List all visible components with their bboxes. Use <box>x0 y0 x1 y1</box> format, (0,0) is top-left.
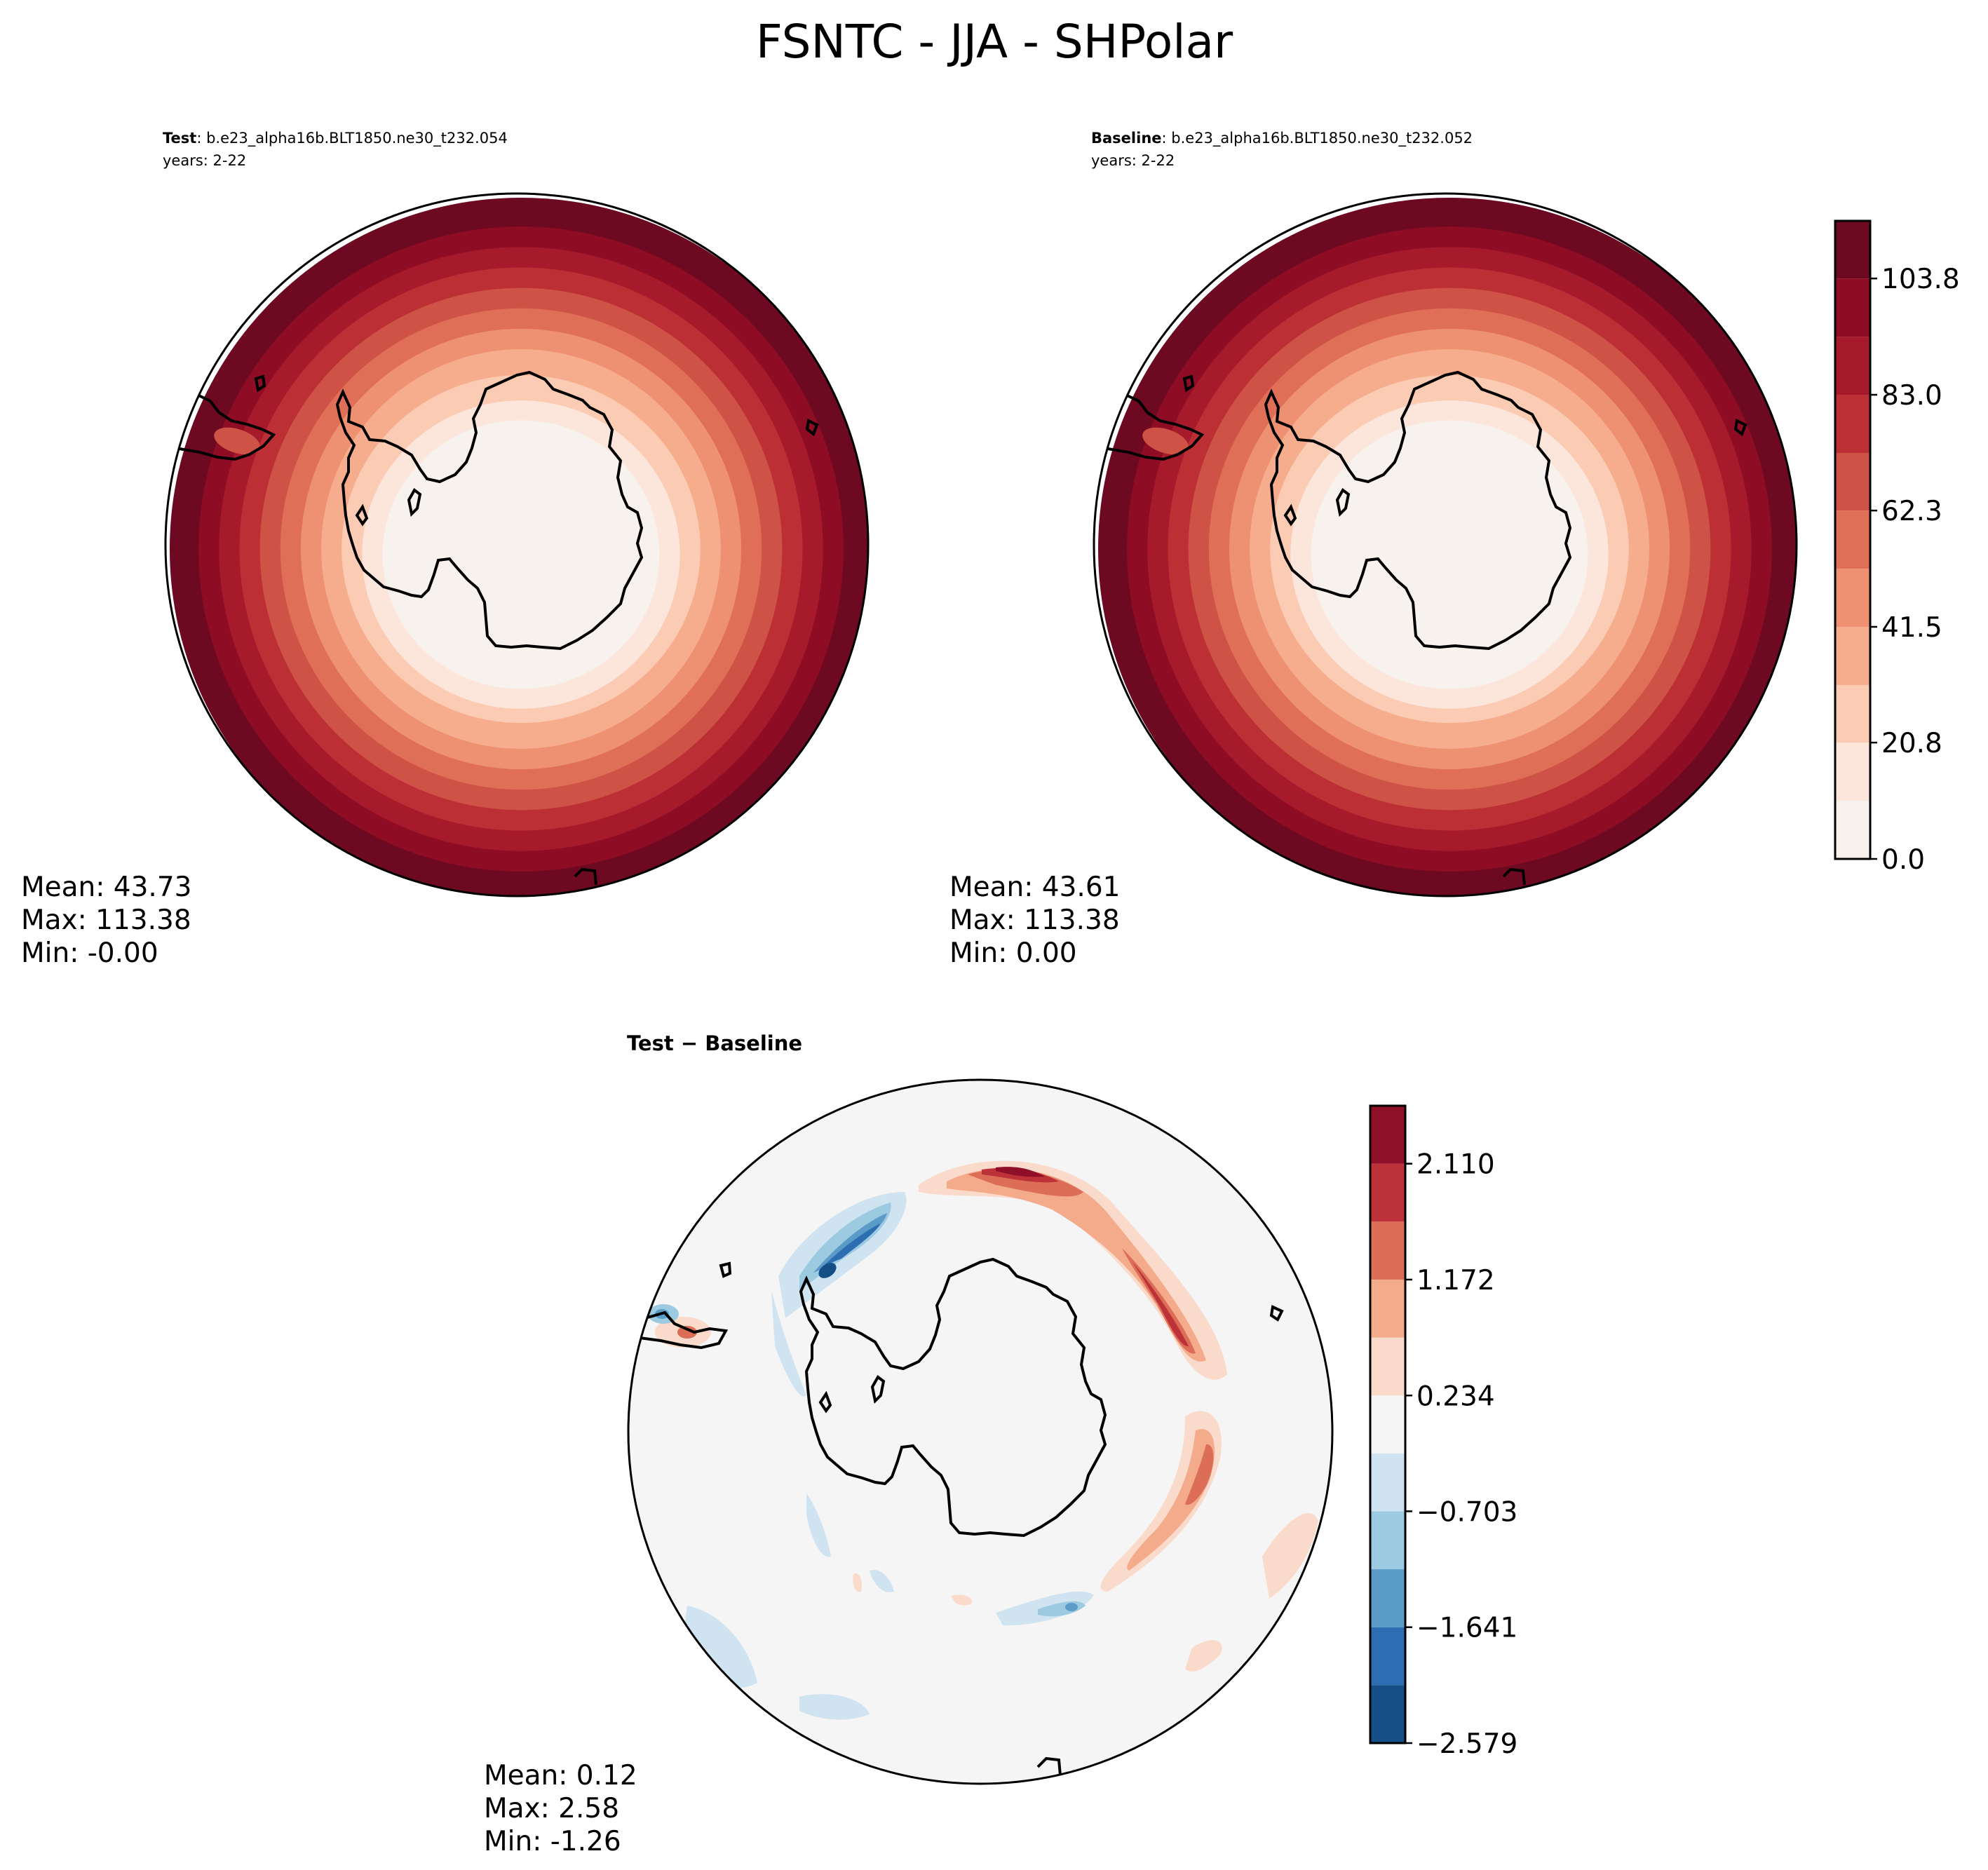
baseline-colorbar-band-3 <box>1835 627 1870 685</box>
diff-colorbar-tick-label-5: 2.110 <box>1416 1149 1495 1181</box>
baseline-colorbar-band-9 <box>1835 278 1870 337</box>
panel-diff-mean: Mean: 0.12 <box>484 1760 637 1791</box>
diff-colorbar-frame <box>1369 1104 1407 1744</box>
diff-colorbar-band-4 <box>1370 1453 1405 1512</box>
panel-test-min: Min: -0.00 <box>21 937 158 969</box>
diff-colorbar-band-0 <box>1370 1685 1405 1743</box>
diff-colorbar-band-1 <box>1370 1627 1405 1686</box>
baseline-colorbar-tick-label-1: 20.8 <box>1881 728 1942 759</box>
panel-test-southamerica-coast <box>179 391 276 461</box>
baseline-colorbar-band-2 <box>1835 684 1870 743</box>
baseline-colorbar-band-6 <box>1835 452 1870 511</box>
baseline-colorbar-tick-label-3: 62.3 <box>1881 496 1942 527</box>
diff-colorbar-band-8 <box>1370 1221 1405 1280</box>
figure-title: FSNTC - JJA - SHPolar <box>756 15 1233 69</box>
diff-colorbar-tick-label-2: −0.703 <box>1416 1496 1517 1528</box>
baseline-colorbar-band-7 <box>1835 395 1870 453</box>
panel-test-southamerica-anomaly <box>214 427 260 455</box>
panel-baseline-southamerica-anomaly <box>1142 427 1189 455</box>
diff-colorbar: −2.579 −1.641 −0.703 0.234 1.172 2.110 <box>1369 1104 1517 1760</box>
diff-colorbar-band-7 <box>1370 1279 1405 1338</box>
panel-test-title: Test: b.e23_alpha16b.BLT1850.ne30_t232.0… <box>163 130 508 147</box>
baseline-colorbar-tick-label-4: 83.0 <box>1881 380 1942 412</box>
diff-island-2 <box>1269 1305 1284 1322</box>
diff-colorbar-band-6 <box>1370 1337 1405 1396</box>
panel-baseline-island <box>1182 374 1195 393</box>
panel-diff-title: Test − Baseline <box>627 1031 802 1055</box>
panel-test-max: Max: 113.38 <box>21 904 191 936</box>
panel-baseline-mean: Mean: 43.61 <box>949 872 1120 903</box>
diff-colorbar-band-3 <box>1370 1511 1405 1570</box>
panel-test-island-2 <box>805 419 819 437</box>
panel-baseline-island-2 <box>1733 419 1747 437</box>
panel-diff-boundary <box>627 1078 1334 1785</box>
panel-baseline-min: Min: 0.00 <box>949 937 1077 969</box>
panel-diff-max: Max: 2.58 <box>484 1793 619 1824</box>
panel-diff: Test − Baseline <box>484 1031 1517 1857</box>
test-contour-level-0 <box>382 420 660 689</box>
panel-test-mean: Mean: 43.73 <box>21 872 191 903</box>
diff-colorbar-band-10 <box>1370 1106 1405 1164</box>
panel-baseline-boundary <box>1093 192 1798 897</box>
panel-baseline-contours <box>1098 198 1797 896</box>
panel-baseline-title-bold: Baseline <box>1091 130 1162 147</box>
panel-test-boundary <box>164 192 870 897</box>
panel-baseline-max: Max: 113.38 <box>949 904 1120 936</box>
baseline-colorbar-band-4 <box>1835 569 1870 628</box>
panel-test-title-rest: : b.e23_alpha16b.BLT1850.ne30_t232.054 <box>196 130 508 147</box>
panel-test-map <box>170 198 868 896</box>
diff-island <box>719 1261 732 1278</box>
panel-diff-min: Min: -1.26 <box>484 1826 621 1857</box>
panel-test-island <box>254 374 266 393</box>
panel-diff-map <box>628 1080 1332 1784</box>
baseline-colorbar-tick-label-0: 0.0 <box>1881 844 1925 876</box>
baseline-colorbar-band-10 <box>1835 221 1870 279</box>
panel-baseline-title-rest: : b.e23_alpha16b.BLT1850.ne30_t232.052 <box>1162 130 1473 147</box>
panel-test-years: years: 2-22 <box>163 152 246 169</box>
panel-baseline-island-3 <box>1502 867 1526 886</box>
diff-colorbar-tick-label-0: −2.579 <box>1416 1728 1517 1760</box>
baseline-colorbar: 0.0 20.8 41.5 62.3 83.0 103.8 <box>1834 219 1960 876</box>
panel-test: Test: b.e23_alpha16b.BLT1850.ne30_t232.0… <box>21 130 870 969</box>
panel-test-island-3 <box>574 867 597 886</box>
baseline-colorbar-frame <box>1834 219 1872 860</box>
baseline-colorbar-tick-label-5: 103.8 <box>1881 264 1960 295</box>
diff-colorbar-tick-label-3: 0.234 <box>1416 1381 1495 1412</box>
diff-colorbar-band-2 <box>1370 1569 1405 1627</box>
baseline-colorbar-band-0 <box>1835 801 1870 859</box>
panel-baseline-years: years: 2-22 <box>1091 152 1175 169</box>
panel-test-contours <box>170 198 868 896</box>
baseline-colorbar-tick-label-2: 41.5 <box>1881 612 1942 644</box>
baseline-colorbar-band-8 <box>1835 337 1870 395</box>
panel-test-title-bold: Test <box>163 130 196 147</box>
baseline-colorbar-band-5 <box>1835 510 1870 569</box>
baseline-contour-level-0 <box>1311 420 1588 689</box>
diff-southamerica-core <box>677 1326 697 1339</box>
diff-colorbar-tick-label-4: 1.172 <box>1416 1265 1495 1296</box>
diff-colorbar-band-5 <box>1370 1395 1405 1454</box>
diff-colorbar-tick-label-1: −1.641 <box>1416 1613 1517 1644</box>
diff-positive-arc <box>655 1160 1318 1672</box>
panel-baseline-title: Baseline: b.e23_alpha16b.BLT1850.ne30_t2… <box>1091 130 1473 147</box>
panel-baseline-southamerica-coast <box>1107 391 1205 461</box>
baseline-colorbar-band-1 <box>1835 743 1870 801</box>
panel-baseline: Baseline: b.e23_alpha16b.BLT1850.ne30_t2… <box>949 130 1960 969</box>
panel-baseline-map <box>1098 198 1797 896</box>
diff-colorbar-band-9 <box>1370 1163 1405 1222</box>
diff-southamerica-coast <box>639 1310 729 1350</box>
diff-island-3 <box>1036 1756 1062 1776</box>
